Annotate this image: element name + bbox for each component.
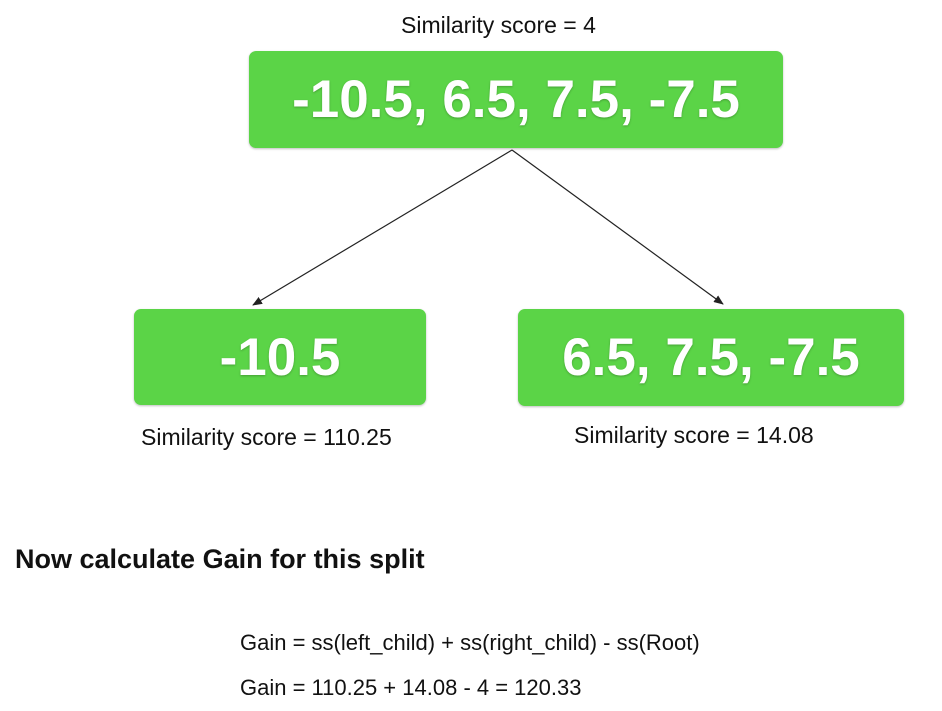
left-similarity-caption: Similarity score = 110.25	[141, 424, 392, 450]
root-similarity-caption: Similarity score = 4	[401, 12, 596, 38]
right-similarity-caption: Similarity score = 14.08	[574, 422, 814, 448]
left-child-node: -10.5	[134, 309, 426, 405]
gain-formula: Gain = ss(left_child) + ss(right_child) …	[240, 630, 700, 655]
right-child-node: 6.5, 7.5, -7.5	[518, 309, 904, 406]
gain-calculation: Gain = 110.25 + 14.08 - 4 = 120.33	[240, 675, 582, 700]
gain-heading: Now calculate Gain for this split	[15, 544, 425, 574]
edge-root-to-right	[511, 149, 724, 305]
edge-root-to-left	[252, 149, 513, 306]
root-node: -10.5, 6.5, 7.5, -7.5	[249, 51, 783, 148]
